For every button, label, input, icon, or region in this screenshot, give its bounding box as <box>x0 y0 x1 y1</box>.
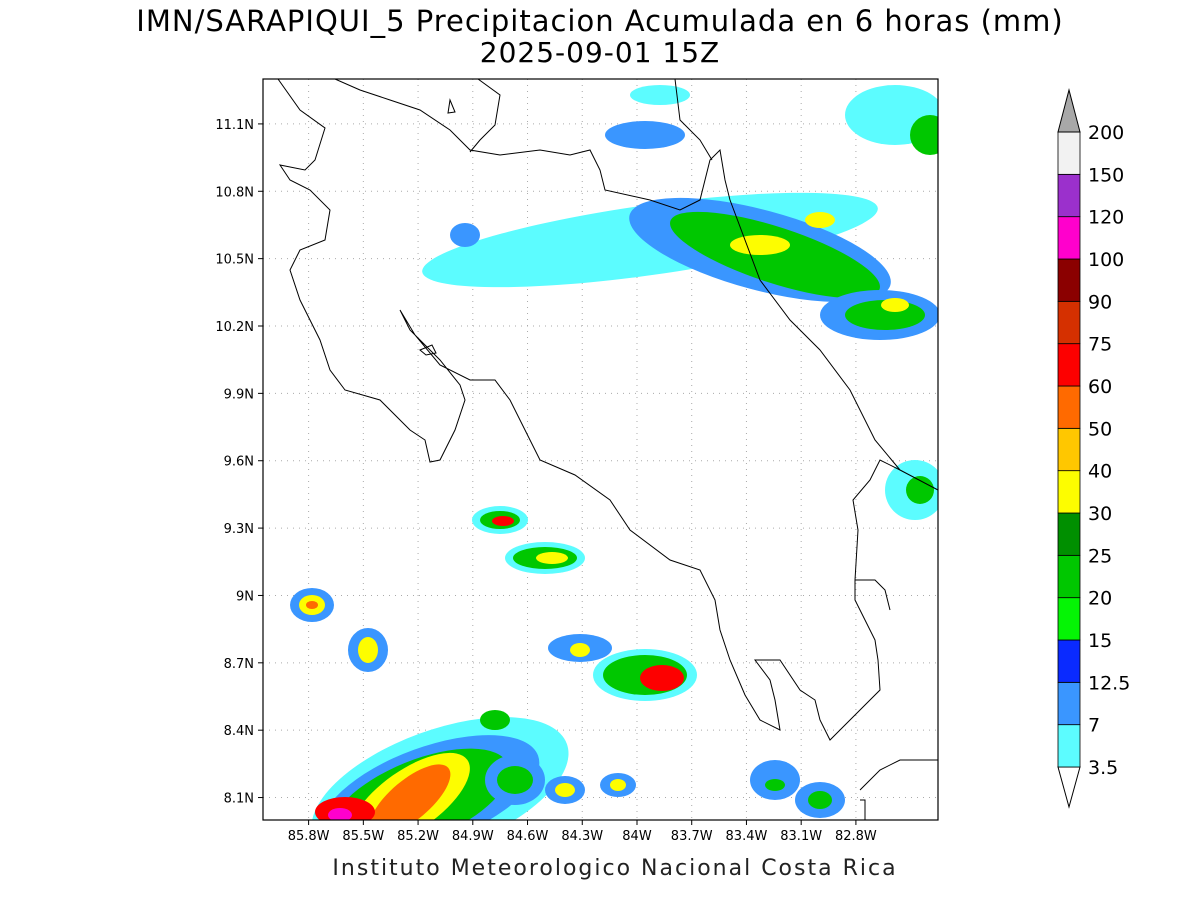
lon-tick-label: 84.9W <box>452 829 494 844</box>
precipitation-colorbar: 3.5 7 12.5 15 20 25 30 40 50 60 75 90 100 120 150 200 <box>1057 88 1130 809</box>
colorbar-label: 15 <box>1088 630 1112 652</box>
colorbar-segment <box>1057 681 1081 726</box>
colorbar-label: 150 <box>1088 164 1124 186</box>
colorbar-label: 40 <box>1088 461 1112 483</box>
lat-tick-label: 8.7N <box>224 657 254 672</box>
lat-tick-label: 11.1N <box>215 118 254 133</box>
colorbar-max-arrow <box>1057 88 1081 133</box>
colorbar-segment <box>1057 258 1081 302</box>
lon-tick-label: 83.7W <box>671 829 713 844</box>
colorbar-label: 3.5 <box>1088 757 1118 779</box>
lat-tick-label: 9.9N <box>224 387 254 402</box>
lon-tick-label: 83.1W <box>780 829 822 844</box>
lat-tick-label: 9.3N <box>224 522 254 537</box>
lat-tick-label: 9.6N <box>224 455 254 470</box>
lon-tick-label: 84.3W <box>561 829 603 844</box>
colorbar-segment <box>1057 131 1081 175</box>
longitude-axis: 85.8W 85.5W 85.2W 84.9W 84.6W 84.3W 84W 83.7W 83… <box>288 820 877 844</box>
colorbar-label: 20 <box>1088 588 1112 610</box>
lon-tick-label: 85.8W <box>288 829 330 844</box>
map-datetime: 2025-09-01 15Z <box>479 36 721 69</box>
colorbar-segment <box>1057 216 1081 260</box>
colorbar-label: 90 <box>1088 291 1112 313</box>
colorbar-label: 100 <box>1088 249 1124 271</box>
colorbar-segment <box>1057 300 1081 345</box>
lat-tick-label: 10.2N <box>215 320 254 335</box>
colorbar-label: 120 <box>1088 207 1124 229</box>
colorbar-segment <box>1057 724 1081 768</box>
lon-tick-label: 83.4W <box>726 829 768 844</box>
lat-tick-label: 8.4N <box>224 724 254 739</box>
colorbar-label: 25 <box>1088 545 1112 567</box>
colorbar-min-arrow <box>1057 766 1081 809</box>
lon-tick-label: 85.2W <box>397 829 439 844</box>
precipitation-cells <box>290 85 938 820</box>
lat-tick-label: 10.8N <box>215 185 254 200</box>
colorbar-label: 50 <box>1088 418 1112 440</box>
map-title: IMN/SARAPIQUI_5 Precipitacion Acumulada … <box>136 4 1064 38</box>
colorbar-label: 60 <box>1088 376 1112 398</box>
colorbar-segment <box>1057 427 1081 472</box>
lon-tick-label: 85.5W <box>342 829 384 844</box>
coastline-and-borders <box>277 79 938 820</box>
latitude-axis: 11.1N 10.8N 10.5N 10.2N 9.9N 9.6N 9.3N 9N 8.7N 8.… <box>215 118 263 807</box>
colorbar-label: 30 <box>1088 503 1112 525</box>
lat-tick-label: 10.5N <box>215 253 254 268</box>
map-gridlines <box>263 79 938 820</box>
lon-tick-label: 84W <box>622 829 652 844</box>
colorbar-label: 12.5 <box>1088 672 1130 694</box>
colorbar-segment <box>1057 385 1081 429</box>
lon-tick-label: 82.8W <box>835 829 877 844</box>
colorbar-segment <box>1057 639 1081 683</box>
lat-tick-label: 9N <box>236 589 254 604</box>
colorbar-segment <box>1057 512 1081 556</box>
colorbar-segment <box>1057 173 1081 218</box>
map-credit: Instituto Meteorologico Nacional Costa R… <box>332 856 898 881</box>
colorbar-label: 75 <box>1088 334 1112 356</box>
lat-tick-label: 8.1N <box>224 792 254 807</box>
colorbar-label: 7 <box>1088 715 1100 737</box>
colorbar-segment <box>1057 343 1081 387</box>
lon-tick-label: 84.6W <box>507 829 549 844</box>
colorbar-segment <box>1057 470 1081 514</box>
colorbar-segment <box>1057 554 1081 599</box>
colorbar-segment <box>1057 597 1081 641</box>
map-frame <box>262 78 939 821</box>
colorbar-label: 200 <box>1088 122 1124 144</box>
